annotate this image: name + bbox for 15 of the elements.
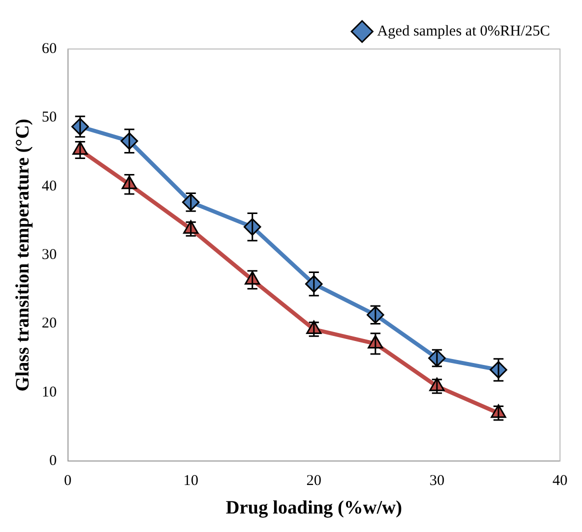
- x-tick-label: 30: [429, 473, 444, 490]
- x-axis-title: Drug loading (%w/w): [226, 498, 402, 519]
- legend-label: Aged samples at 0%RH/25C: [377, 23, 550, 40]
- y-tick-label: 50: [42, 110, 57, 126]
- x-tick-label: 10: [183, 473, 198, 490]
- y-tick-label: 10: [42, 384, 57, 400]
- x-tick-label: 0: [64, 473, 72, 490]
- x-tick-label: 40: [552, 473, 568, 490]
- y-axis-title: Glass transition temperature (°C): [12, 118, 34, 392]
- x-tick-label: 20: [306, 473, 322, 490]
- y-tick-label: 20: [42, 316, 57, 332]
- y-tick-label: 0: [49, 453, 57, 470]
- y-tick-label: 60: [42, 40, 57, 57]
- y-tick-label: 30: [42, 247, 57, 264]
- y-tick-label: 40: [42, 178, 57, 194]
